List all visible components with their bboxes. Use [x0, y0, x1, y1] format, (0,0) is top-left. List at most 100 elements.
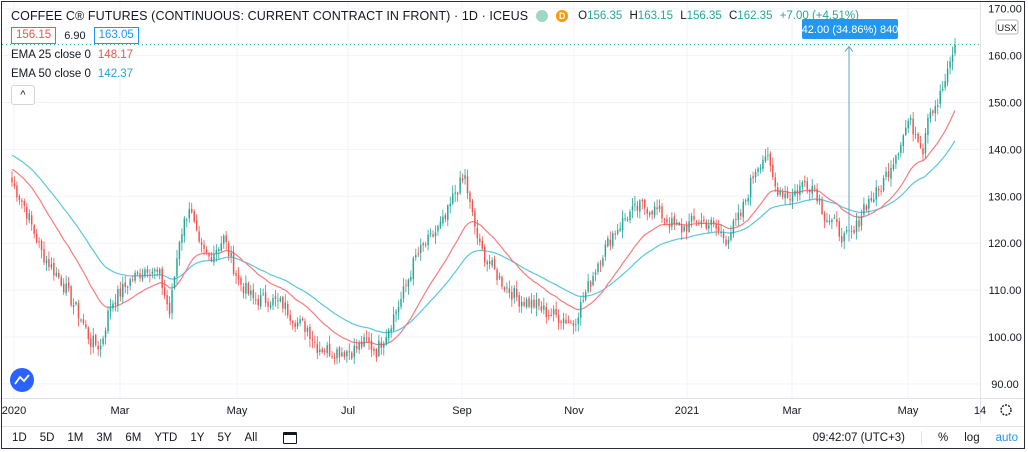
candle[interactable] — [161, 268, 163, 289]
candle[interactable] — [676, 222, 678, 225]
candle[interactable] — [72, 305, 75, 308]
candle[interactable] — [523, 302, 525, 306]
candle[interactable] — [351, 352, 353, 359]
candle[interactable] — [70, 286, 72, 306]
candle[interactable] — [126, 286, 129, 288]
candle[interactable] — [220, 243, 223, 251]
candle[interactable] — [58, 272, 60, 278]
candle[interactable] — [213, 253, 215, 263]
candle[interactable] — [134, 272, 136, 281]
candle[interactable] — [491, 260, 493, 266]
candle[interactable] — [375, 349, 378, 358]
candle[interactable] — [892, 164, 895, 170]
candle[interactable] — [232, 251, 235, 275]
candle[interactable] — [218, 249, 220, 252]
candle[interactable] — [360, 341, 363, 348]
candle[interactable] — [365, 337, 368, 339]
candle[interactable] — [722, 232, 725, 238]
candle[interactable] — [636, 205, 639, 211]
collapse-legend-button[interactable]: ^ — [11, 85, 35, 105]
candle[interactable] — [885, 172, 887, 177]
candle[interactable] — [619, 228, 621, 231]
candle[interactable] — [912, 118, 914, 135]
timeframe-3m[interactable]: 3M — [96, 432, 113, 444]
candle[interactable] — [562, 318, 565, 324]
timeframe-1m[interactable]: 1M — [67, 432, 84, 444]
candle[interactable] — [264, 292, 267, 304]
candle[interactable] — [823, 213, 826, 222]
candle[interactable] — [924, 133, 927, 154]
candle[interactable] — [759, 167, 762, 169]
candle[interactable] — [173, 276, 176, 288]
candle[interactable] — [575, 324, 577, 326]
candle[interactable] — [668, 224, 671, 228]
candle[interactable] — [772, 164, 774, 178]
candle[interactable] — [119, 288, 122, 297]
candle[interactable] — [592, 275, 594, 286]
candle[interactable] — [508, 288, 511, 293]
candle[interactable] — [493, 258, 496, 269]
candle[interactable] — [570, 321, 572, 323]
candle[interactable] — [223, 235, 225, 244]
candle[interactable] — [855, 220, 858, 232]
auto-scale-button[interactable]: auto — [995, 432, 1018, 444]
candle[interactable] — [289, 314, 291, 321]
delayed-data-icon[interactable]: D — [556, 10, 569, 22]
candle[interactable] — [900, 144, 902, 154]
candle[interactable] — [43, 249, 45, 263]
candle[interactable] — [648, 212, 651, 216]
candle[interactable] — [427, 234, 429, 246]
candle[interactable] — [235, 273, 237, 276]
candle[interactable] — [479, 238, 481, 243]
candle[interactable] — [538, 299, 540, 306]
candle[interactable] — [11, 177, 13, 183]
candle[interactable] — [257, 298, 259, 306]
candle[interactable] — [378, 340, 380, 356]
candle[interactable] — [390, 328, 392, 332]
candle[interactable] — [476, 227, 479, 239]
candle[interactable] — [355, 346, 358, 349]
candle[interactable] — [589, 281, 592, 287]
candle[interactable] — [518, 295, 520, 307]
candle[interactable] — [909, 118, 912, 120]
candle[interactable] — [343, 352, 346, 357]
timeframe-5d[interactable]: 5D — [39, 432, 55, 444]
symbol-title[interactable]: COFFEE C® FUTURES (CONTINUOUS: CURRENT C… — [11, 9, 529, 23]
candle[interactable] — [905, 127, 907, 135]
candle[interactable] — [624, 218, 626, 220]
candle[interactable] — [937, 105, 939, 107]
candle[interactable] — [887, 171, 890, 178]
candle[interactable] — [469, 192, 471, 202]
candle[interactable] — [498, 275, 501, 279]
candle[interactable] — [616, 229, 619, 234]
candle[interactable] — [641, 199, 644, 202]
candle[interactable] — [158, 269, 161, 274]
candle[interactable] — [870, 197, 873, 201]
candle[interactable] — [237, 275, 240, 280]
candle[interactable] — [503, 287, 506, 290]
candle[interactable] — [776, 187, 779, 196]
candle[interactable] — [501, 277, 503, 287]
ema50-legend[interactable]: EMA 50 close 0 142.37 — [11, 66, 863, 82]
candle[interactable] — [424, 244, 427, 246]
candle[interactable] — [843, 233, 845, 242]
candle[interactable] — [269, 305, 272, 308]
candle[interactable] — [208, 254, 210, 257]
candle[interactable] — [447, 205, 449, 221]
candle[interactable] — [284, 302, 287, 310]
candle[interactable] — [720, 232, 722, 234]
candle[interactable] — [863, 203, 865, 215]
candle[interactable] — [663, 219, 666, 221]
candle[interactable] — [828, 220, 831, 223]
candle[interactable] — [136, 272, 139, 275]
candle[interactable] — [461, 178, 464, 181]
candle[interactable] — [444, 215, 447, 220]
candle[interactable] — [67, 282, 70, 288]
candle[interactable] — [690, 215, 693, 222]
candle[interactable] — [929, 112, 932, 119]
candle[interactable] — [419, 244, 422, 254]
candle[interactable] — [190, 209, 193, 213]
candle[interactable] — [703, 219, 705, 222]
candle[interactable] — [688, 221, 690, 232]
settings-gear-icon[interactable] — [1000, 404, 1012, 416]
